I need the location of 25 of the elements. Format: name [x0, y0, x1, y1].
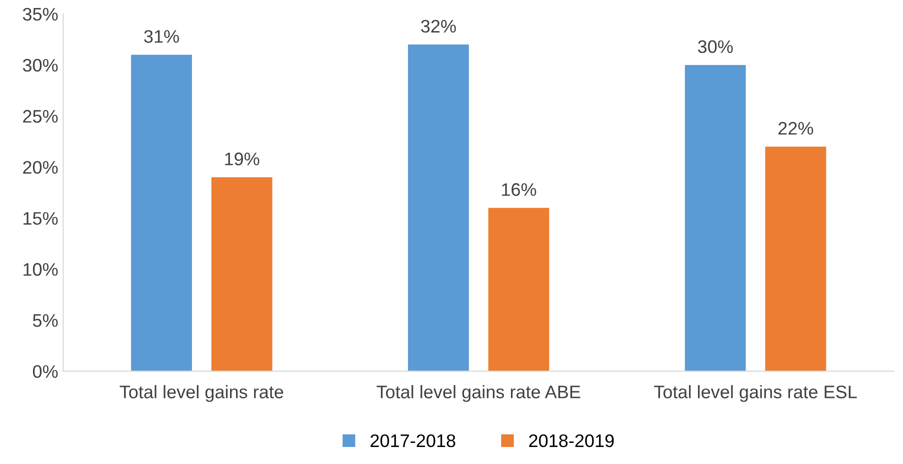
- y-tick-label: 25%: [23, 110, 58, 123]
- legend-label: 2017-2018: [370, 434, 456, 448]
- bar: [765, 146, 826, 372]
- y-tick-label: 15%: [24, 212, 58, 225]
- legend-label: 2018-2019: [529, 434, 614, 448]
- data-label: 30%: [698, 40, 733, 54]
- bar: [408, 44, 469, 372]
- y-tick-label: 0%: [32, 365, 58, 378]
- bar: [211, 177, 272, 372]
- y-tick-label: 5%: [32, 314, 58, 327]
- x-tick-label: Total level gains rate ESL: [654, 385, 857, 402]
- y-tick-label: 30%: [22, 58, 58, 72]
- y-tick-label: 35%: [22, 8, 58, 21]
- data-label: 16%: [502, 183, 536, 196]
- data-label: 32%: [421, 20, 456, 33]
- bar: [131, 54, 192, 372]
- bar: [488, 208, 550, 372]
- data-label: 31%: [144, 30, 179, 43]
- x-tick-label: Total level gains rate: [120, 385, 284, 402]
- x-tick-label: Total level gains rate ABE: [376, 385, 580, 402]
- bar: [684, 64, 746, 372]
- y-tick-label: 20%: [23, 160, 58, 174]
- data-label: 19%: [225, 152, 260, 166]
- data-label: 22%: [778, 122, 814, 135]
- y-tick-label: 10%: [24, 263, 58, 276]
